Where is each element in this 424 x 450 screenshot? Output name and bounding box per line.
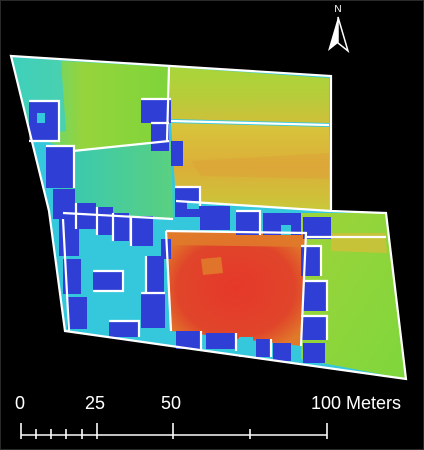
north-arrow-icon xyxy=(328,16,350,53)
scale-label-100: 100 Meters xyxy=(311,393,402,413)
room-top-right xyxy=(169,67,329,123)
scale-label-25: 25 xyxy=(85,393,106,413)
courtyard-hotspot xyxy=(201,257,223,275)
room-middle-left xyxy=(53,141,173,219)
room-middle-right-band xyxy=(191,153,329,179)
room-central-courtyard xyxy=(166,231,306,346)
north-label: N xyxy=(334,4,342,15)
north-arrow: N xyxy=(323,5,353,55)
cyan-accents xyxy=(37,113,291,357)
scale-ruler xyxy=(20,423,328,439)
scale-label-50: 50 xyxy=(161,393,182,413)
scale-bar: 0 25 50 100 Meters xyxy=(1,381,423,449)
scale-label-0: 0 xyxy=(15,393,26,413)
walls xyxy=(9,54,408,381)
